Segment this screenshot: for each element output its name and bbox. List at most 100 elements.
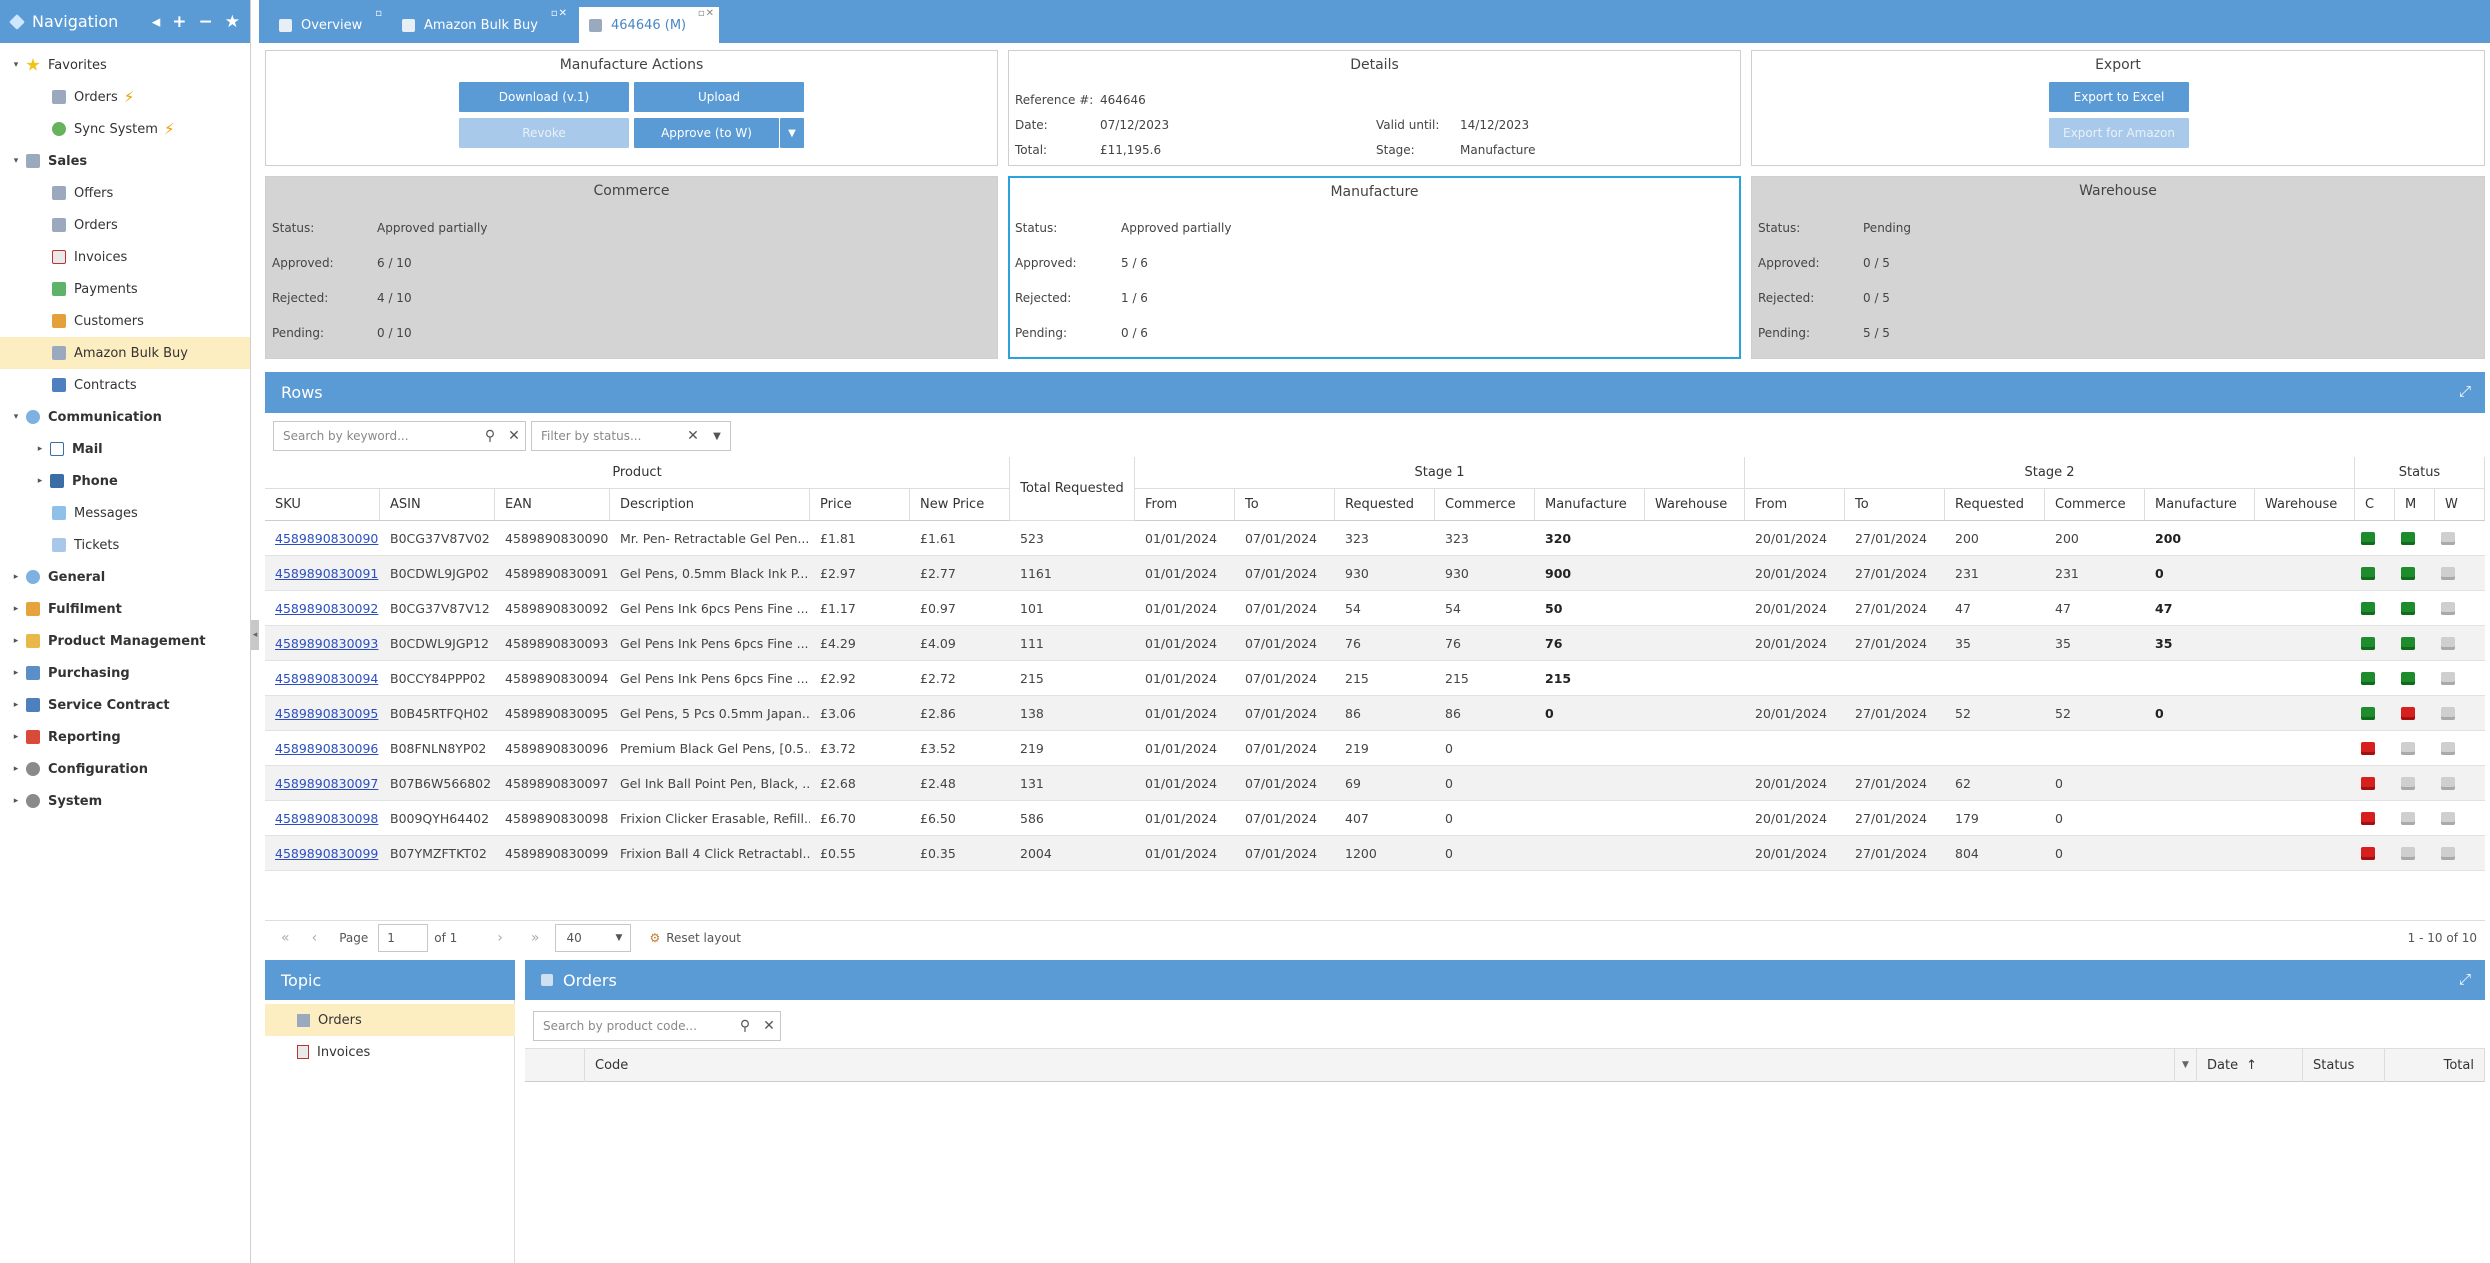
- table-row[interactable]: 4589890830091 B0CDWL9JGP02 4589890830091 Ge…: [265, 556, 2485, 591]
- tab-overview[interactable]: Overview ▫: [269, 7, 387, 43]
- column-header-m[interactable]: M: [2395, 489, 2435, 521]
- table-row[interactable]: 4589890830096 B08FNLN8YP02 4589890830096 Pr…: [265, 731, 2485, 766]
- column-header-w[interactable]: W: [2435, 489, 2485, 521]
- collapsed-arrow-icon[interactable]: ▸: [13, 732, 19, 742]
- collapsed-arrow-icon[interactable]: ▸: [13, 604, 19, 614]
- orders-column-code[interactable]: Code ▼: [585, 1048, 2197, 1082]
- nav-item-product-management[interactable]: ▸ Product Management: [0, 625, 250, 657]
- nav-item-purchasing[interactable]: ▸ Purchasing: [0, 657, 250, 689]
- nav-item-offers[interactable]: Offers: [0, 177, 250, 209]
- status-filter-select[interactable]: Filter by status... ✕ ▼: [531, 421, 731, 451]
- export-to-excel-button[interactable]: Export to Excel: [2049, 82, 2189, 112]
- column-menu-chevron-icon[interactable]: ▼: [2174, 1048, 2196, 1082]
- tab-464646[interactable]: 464646 (M) ▫✕: [579, 7, 719, 43]
- sku-link[interactable]: 4589890830095: [275, 706, 379, 721]
- column-header-asin[interactable]: ASIN: [380, 489, 495, 521]
- download-button[interactable]: Download (v.1): [459, 82, 629, 112]
- collapsed-arrow-icon[interactable]: ▸: [13, 700, 19, 710]
- nav-item-invoices[interactable]: Invoices: [0, 241, 250, 273]
- nav-item-mail[interactable]: ▸ Mail: [0, 433, 250, 465]
- chevron-down-icon[interactable]: ▼: [713, 430, 721, 442]
- collapsed-arrow-icon[interactable]: ▸: [13, 764, 19, 774]
- sku-link[interactable]: 4589890830090: [275, 531, 379, 546]
- table-row[interactable]: 4589890830097 B07B6W566802 4589890830097 Ge…: [265, 766, 2485, 801]
- nav-item-contracts[interactable]: Contracts: [0, 369, 250, 401]
- approve-dropdown-chevron-icon[interactable]: ▼: [780, 118, 804, 148]
- column-header-commerce[interactable]: Commerce: [2045, 489, 2145, 521]
- orders-column-date[interactable]: Date ↑: [2197, 1048, 2303, 1082]
- nav-item-payments[interactable]: Payments: [0, 273, 250, 305]
- reset-layout-icon[interactable]: ⚙: [649, 931, 661, 945]
- column-header-price[interactable]: Price: [810, 489, 910, 521]
- column-header-ean[interactable]: EAN: [495, 489, 610, 521]
- column-header-description[interactable]: Description: [610, 489, 810, 521]
- column-header-requested[interactable]: Requested: [1945, 489, 2045, 521]
- nav-item-favorites[interactable]: ▾ Favorites: [0, 49, 250, 81]
- clear-icon[interactable]: ✕: [763, 1018, 775, 1034]
- nav-item-communication[interactable]: ▾ Communication: [0, 401, 250, 433]
- expanded-arrow-icon[interactable]: ▾: [13, 60, 19, 70]
- sku-link[interactable]: 4589890830096: [275, 741, 379, 756]
- nav-item-phone[interactable]: ▸ Phone: [0, 465, 250, 497]
- tab-pin-icon[interactable]: ▫: [375, 8, 383, 19]
- column-header-to[interactable]: To: [1235, 489, 1335, 521]
- table-row[interactable]: 4589890830092 B0CG37V87V12 4589890830092 Ge…: [265, 591, 2485, 626]
- clear-icon[interactable]: ✕: [508, 428, 520, 444]
- table-row[interactable]: 4589890830099 B07YMZFTKT02 4589890830099 Fr…: [265, 836, 2485, 871]
- column-header-from[interactable]: From: [1135, 489, 1235, 521]
- expand-icon[interactable]: ⤢: [2458, 382, 2471, 400]
- first-page-icon[interactable]: «: [281, 930, 290, 946]
- column-header-warehouse[interactable]: Warehouse: [1645, 489, 1745, 521]
- clear-icon[interactable]: ✕: [687, 428, 699, 444]
- expand-all-icon[interactable]: +: [172, 11, 187, 32]
- sku-link[interactable]: 4589890830091: [275, 566, 379, 581]
- column-header-manufacture[interactable]: Manufacture: [2145, 489, 2255, 521]
- page-size-select[interactable]: 40 ▼: [555, 924, 632, 952]
- column-header-c[interactable]: C: [2355, 489, 2395, 521]
- collapsed-arrow-icon[interactable]: ▸: [37, 444, 43, 454]
- approve-button[interactable]: Approve (to W): [634, 118, 779, 148]
- nav-item-sync-system[interactable]: Sync System ⚡: [0, 113, 250, 145]
- product-code-search-input[interactable]: Search by product code... ⚲ ✕: [533, 1011, 781, 1041]
- page-number-input[interactable]: 1: [378, 924, 429, 952]
- reset-layout-button[interactable]: Reset layout: [666, 931, 741, 945]
- column-header-to[interactable]: To: [1845, 489, 1945, 521]
- table-row[interactable]: 4589890830098 B009QYH64402 4589890830098 Fr…: [265, 801, 2485, 836]
- nav-item-system[interactable]: ▸ System: [0, 785, 250, 817]
- sku-link[interactable]: 4589890830097: [275, 776, 379, 791]
- topic-item-orders[interactable]: Orders: [265, 1004, 515, 1036]
- nav-item-messages[interactable]: Messages: [0, 497, 250, 529]
- column-header-requested[interactable]: Requested: [1335, 489, 1435, 521]
- export-for-amazon-button[interactable]: Export for Amazon: [2049, 118, 2189, 148]
- nav-item-amazon-bulk-buy[interactable]: Amazon Bulk Buy: [0, 337, 250, 369]
- table-row[interactable]: 4589890830093 B0CDWL9JGP12 4589890830093 Ge…: [265, 626, 2485, 661]
- nav-item-service-contract[interactable]: ▸ Service Contract: [0, 689, 250, 721]
- column-header-warehouse[interactable]: Warehouse: [2255, 489, 2355, 521]
- nav-item-orders[interactable]: Orders: [0, 209, 250, 241]
- table-row[interactable]: 4589890830094 B0CCY84PPP02 4589890830094 Ge…: [265, 661, 2485, 696]
- nav-item-sales[interactable]: ▾ Sales: [0, 145, 250, 177]
- revoke-button[interactable]: Revoke: [459, 118, 629, 148]
- table-row[interactable]: 4589890830095 B0B45RTFQH02 4589890830095 Ge…: [265, 696, 2485, 731]
- previous-page-icon[interactable]: ‹: [311, 930, 318, 946]
- nav-item-tickets[interactable]: Tickets: [0, 529, 250, 561]
- nav-item-general[interactable]: ▸ General: [0, 561, 250, 593]
- collapsed-arrow-icon[interactable]: ▸: [13, 572, 19, 582]
- nav-item-customers[interactable]: Customers: [0, 305, 250, 337]
- column-header-new-price[interactable]: New Price: [910, 489, 1010, 521]
- collapsed-arrow-icon[interactable]: ▸: [37, 476, 43, 486]
- search-icon[interactable]: ⚲: [484, 428, 496, 444]
- sku-link[interactable]: 4589890830092: [275, 601, 379, 616]
- next-page-icon[interactable]: ›: [497, 930, 503, 946]
- orders-column-total[interactable]: Total: [2385, 1048, 2485, 1082]
- collapsed-arrow-icon[interactable]: ▸: [13, 668, 19, 678]
- nav-item-orders[interactable]: Orders ⚡: [0, 81, 250, 113]
- nav-item-fulfilment[interactable]: ▸ Fulfilment: [0, 593, 250, 625]
- expand-icon[interactable]: ⤢: [2458, 970, 2471, 988]
- search-icon[interactable]: ⚲: [739, 1018, 751, 1034]
- collapsed-arrow-icon[interactable]: ▸: [13, 636, 19, 646]
- orders-column-status[interactable]: Status: [2303, 1048, 2385, 1082]
- table-row[interactable]: 4589890830090 B0CG37V87V02 4589890830090 Mr…: [265, 521, 2485, 556]
- sku-link[interactable]: 4589890830094: [275, 671, 379, 686]
- sku-link[interactable]: 4589890830093: [275, 636, 379, 651]
